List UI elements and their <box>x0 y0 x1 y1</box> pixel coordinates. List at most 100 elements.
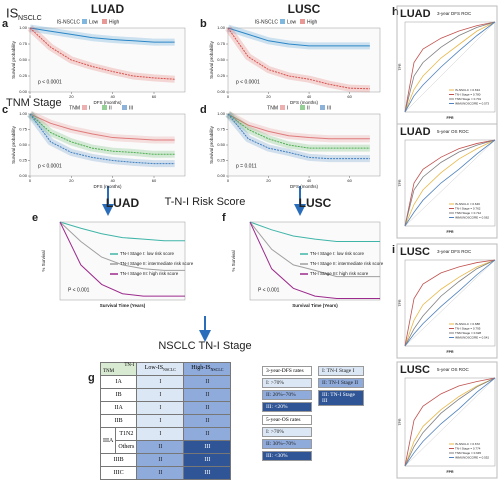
y-tick-label: 1.00 <box>217 25 226 30</box>
header-row: TN-I TNM Low-ISNSCLC High-ISNSCLC <box>99 362 232 376</box>
stage-value-cell: II <box>183 375 232 389</box>
x-tick-label: 60 <box>347 94 352 99</box>
table-row: IIB I II <box>99 414 232 428</box>
stage-value-cell: I <box>136 427 185 441</box>
survival-line <box>59 221 185 271</box>
legend-label: IS-NSCLC = 0.672 <box>455 442 480 446</box>
table-row: Others II III <box>101 440 232 454</box>
p-value: p = 0.011 <box>236 163 257 169</box>
chart-title: LUAD <box>400 8 431 20</box>
x-axis-label: DFS (months) <box>290 100 319 105</box>
x-axis-label: FPR <box>447 116 454 120</box>
p-value: p < 0.0001 <box>38 163 62 169</box>
survival-line <box>404 21 496 113</box>
legend-item: II: 20%~70% <box>262 390 312 400</box>
plot-area <box>249 221 381 301</box>
legend-swatch <box>280 105 285 110</box>
legend-label: TN-I Stage = 0.795 <box>455 326 481 330</box>
x-axis-label: FPR <box>447 230 454 234</box>
stage-value-cell: II <box>136 466 185 480</box>
x-tick-label: 40 <box>110 178 115 183</box>
x-axis-label: Survival Time (Years) <box>292 303 338 308</box>
survival-line <box>404 139 496 227</box>
y-tick-label: 1.00 <box>217 111 226 116</box>
table-row: IA I II <box>99 375 232 389</box>
survival-line <box>29 27 175 80</box>
stage-cell: IB <box>99 388 138 402</box>
legend-label: IS-NSCLC = 0.634 <box>455 88 480 92</box>
survival-line <box>404 259 496 347</box>
legend-title: IS-NSCLC <box>57 19 81 25</box>
x-tick-label: 60 <box>152 178 157 183</box>
column-header-sub: NSCLC <box>163 367 176 373</box>
legend-label: I <box>89 105 90 111</box>
panel-frame <box>396 361 498 479</box>
x-tick-label: 0 <box>227 94 230 99</box>
survival-line <box>404 259 496 347</box>
row-label: TNM Stage <box>6 97 62 109</box>
survival-line <box>404 377 496 467</box>
legend-swatch <box>280 19 285 24</box>
legend-swatch <box>102 19 107 24</box>
survival-line <box>29 113 175 155</box>
y-axis-label: Survival probability <box>11 125 16 164</box>
survival-line <box>227 27 370 47</box>
survival-line <box>227 113 370 149</box>
p-value: P < 0.001 <box>68 287 90 293</box>
plot-area <box>227 27 381 93</box>
legend-title: 3-year-DFS rates <box>262 366 312 376</box>
survival-line <box>29 113 175 141</box>
survival-line <box>404 21 496 113</box>
y-tick-label: 0.25 <box>19 158 28 163</box>
survival-line <box>404 377 496 467</box>
legend-label: III <box>327 105 331 111</box>
section-title: NSCLC TN-I Stage <box>158 340 251 352</box>
x-tick-label: 40 <box>110 94 115 99</box>
stage-value-cell: I <box>136 401 185 415</box>
panel-letter: d <box>200 104 207 116</box>
y-tick-label: 0.75 <box>217 127 226 132</box>
chart-subtitle: 3-year DFS ROC <box>437 249 472 254</box>
x-tick-label: 40 <box>307 94 312 99</box>
section-title: T-N-I Risk Score <box>165 196 246 208</box>
legend-label: High <box>307 19 318 25</box>
legend-swatch <box>82 105 87 110</box>
survival-line <box>249 221 380 242</box>
survival-line <box>404 259 496 347</box>
y-axis-label: Survival probability <box>209 125 214 164</box>
survival-line <box>249 221 380 278</box>
chart-subtitle: 3-year DFS ROC <box>437 11 472 16</box>
legend-label: IMMUNOSCORE = 0.541 <box>455 335 489 339</box>
x-axis-label: FPR <box>447 350 454 354</box>
survival-line <box>29 27 175 43</box>
stage-cell: IIA <box>99 401 138 415</box>
stage-value-cell: II <box>183 388 232 402</box>
legend-item: I: >70% <box>262 378 312 388</box>
stage-value-cell: I <box>136 388 185 402</box>
chart-subtitle: 5-year OS ROC <box>437 367 470 372</box>
reference-diagonal <box>404 21 496 113</box>
row-label: IS <box>6 5 19 20</box>
x-tick-label: 0 <box>29 178 32 183</box>
survival-line <box>59 221 185 242</box>
legend-label: IMMUNOSCORE = 0.552 <box>455 455 489 459</box>
panel-letter: e <box>32 212 38 224</box>
y-tick-label: 0.50 <box>19 57 28 62</box>
stage-value-cell: II <box>183 414 232 428</box>
legend-title: 5-year-OS rates <box>262 415 312 425</box>
y-tick-label: 0.75 <box>19 41 28 46</box>
legend-swatch <box>82 19 87 24</box>
survival-line <box>404 377 496 467</box>
legend-item: II: 30%~70% <box>262 439 312 449</box>
survival-line <box>404 139 496 227</box>
stage-value-cell: I <box>136 375 185 389</box>
legend-item: II: TN-I Stage II <box>318 378 364 388</box>
column-header-main: High-IS <box>191 365 211 372</box>
legend-label: TN-I Stage III: high risk score <box>310 271 369 276</box>
stage-value-cell: II <box>136 440 185 454</box>
legend-label: TN-I Stage = 0.762 <box>455 206 481 210</box>
y-tick-label: 0.50 <box>217 57 226 62</box>
legend-label: TN-I Stage = 0.780 <box>455 92 481 96</box>
chart-title: LUAD <box>91 2 125 16</box>
